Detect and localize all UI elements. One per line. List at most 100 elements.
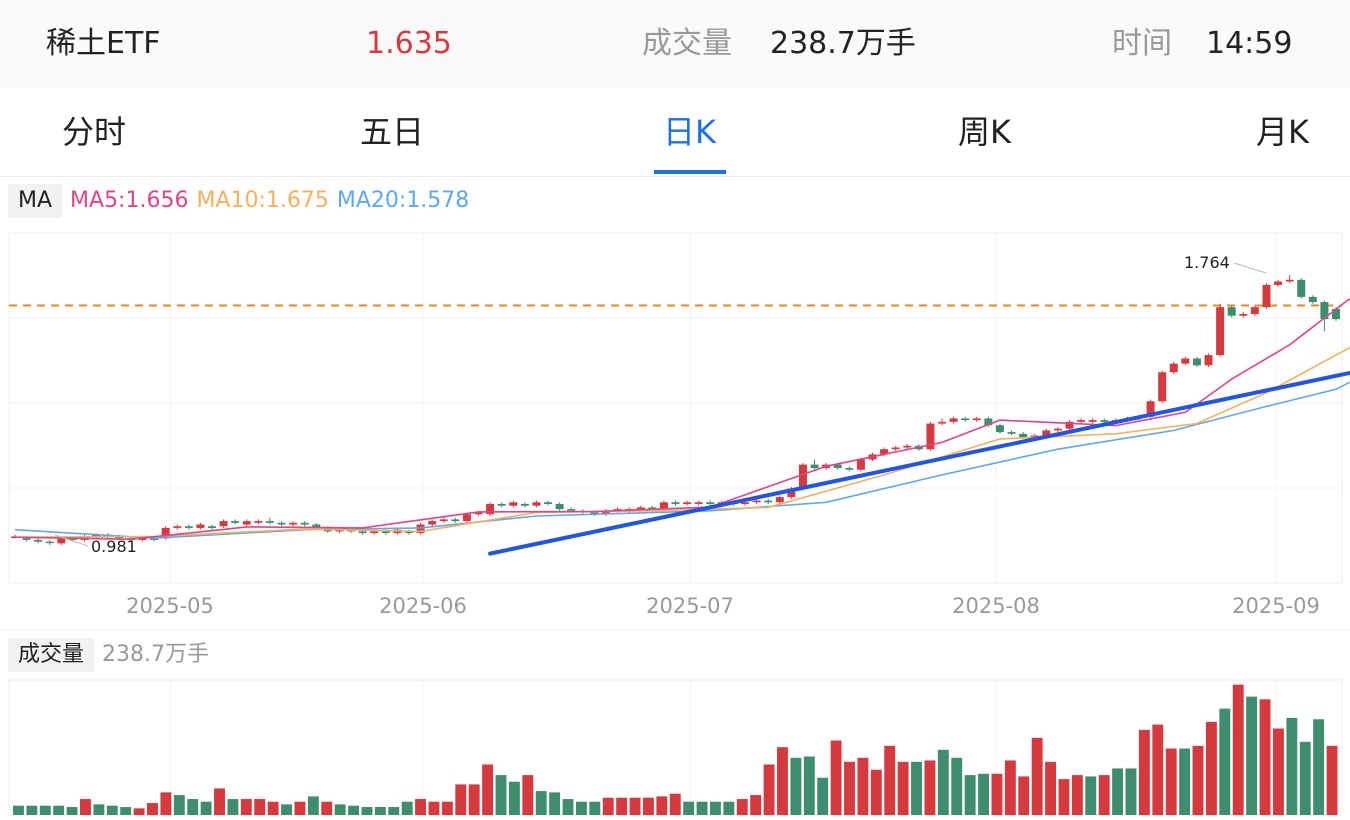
volume-bar — [200, 801, 212, 815]
candle-body — [1042, 430, 1051, 436]
candle-body — [1297, 279, 1306, 297]
volume-bar — [13, 805, 24, 815]
candle-body — [474, 512, 483, 515]
volume-bar — [321, 801, 333, 815]
candle-body — [949, 418, 958, 422]
ma-legend: MA MA5:1.656 MA10:1.675 MA20:1.578 — [8, 184, 469, 218]
volume-bar — [147, 803, 158, 815]
volume-bar — [1125, 768, 1137, 815]
volume-bar — [964, 775, 976, 815]
tab-monthly-k[interactable]: 月K — [1256, 113, 1309, 151]
volume-bar — [133, 808, 145, 815]
volume-bar — [1192, 745, 1204, 815]
volume-chip[interactable]: 成交量 — [8, 638, 95, 672]
candle-body — [856, 459, 865, 470]
volume-bar — [1246, 696, 1258, 815]
candle-body — [184, 526, 193, 528]
volume-bar — [951, 757, 963, 815]
volume-bar — [884, 745, 896, 815]
volume-bar — [522, 775, 534, 815]
candle-body — [567, 509, 576, 511]
volume-bar — [1286, 717, 1298, 815]
volume-bar — [911, 761, 922, 815]
volume-bar — [106, 805, 118, 815]
candle-body — [439, 519, 448, 522]
ma-chip[interactable]: MA — [8, 184, 63, 218]
candle-body — [1158, 372, 1167, 402]
tab-weekly-k[interactable]: 周K — [958, 113, 1011, 151]
tab-intraday[interactable]: 分时 — [62, 113, 127, 151]
volume-bar — [857, 757, 869, 815]
volume-bar — [53, 805, 65, 815]
candle-body — [694, 502, 703, 504]
time-value: 14:59 — [1206, 26, 1293, 61]
volume-bar — [1219, 708, 1231, 815]
volume-bar — [187, 799, 199, 815]
candle-body — [404, 531, 413, 534]
volume-bar — [870, 769, 882, 815]
volume-bar — [602, 797, 614, 815]
volume-bar — [173, 795, 185, 815]
volume-bar — [240, 799, 252, 815]
candle-body — [775, 497, 784, 503]
candle-body — [636, 507, 645, 510]
candle-body — [706, 502, 715, 504]
volume-bar — [1272, 728, 1284, 815]
candle-body — [1088, 420, 1097, 422]
candle-body — [741, 502, 750, 504]
volume-bar — [374, 807, 386, 815]
x-axis-label: 2025-06 — [379, 594, 467, 618]
candle-body — [1227, 307, 1236, 316]
volume-bar — [39, 805, 51, 815]
candle-body — [1007, 432, 1016, 434]
candle-body — [289, 522, 298, 525]
volume-bar — [482, 764, 494, 815]
candle-body — [1216, 307, 1225, 356]
candle-body — [509, 502, 518, 506]
candle-body — [1181, 358, 1190, 364]
volume-value: 238.7万手 — [770, 26, 916, 61]
volume-bar — [66, 807, 78, 815]
volume-legend: 成交量 238.7万手 — [8, 638, 209, 672]
candle-body — [1274, 281, 1283, 285]
candle-body — [161, 527, 170, 539]
tab-five-day[interactable]: 五日 — [360, 113, 425, 151]
candle-body — [34, 539, 43, 542]
volume-bar — [1259, 699, 1271, 815]
candle-body — [1192, 358, 1201, 366]
price-plot-frame — [8, 232, 1343, 584]
volume-bar — [1031, 737, 1043, 815]
candle-body — [659, 502, 668, 510]
volume-bar — [803, 756, 815, 815]
volume-bar — [1299, 741, 1311, 815]
volume-bar — [696, 801, 708, 815]
candle-body — [219, 521, 228, 527]
tab-daily-k[interactable]: 日K — [663, 113, 716, 151]
min-price-leader — [54, 534, 89, 547]
x-axis-label: 2025-08 — [952, 594, 1040, 618]
volume-bar — [1098, 775, 1110, 815]
volume-bar — [562, 799, 574, 815]
volume-bar — [455, 784, 467, 815]
volume-bar — [26, 805, 38, 815]
volume-bar — [160, 792, 172, 815]
max-price-leader — [1233, 262, 1267, 274]
volume-bar — [790, 757, 802, 815]
candle-body — [833, 464, 842, 469]
volume-bar — [830, 740, 842, 815]
candle-body — [938, 421, 947, 424]
security-name: 稀土ETF — [46, 26, 161, 61]
candle-body — [312, 524, 321, 528]
volume-bar — [629, 797, 641, 815]
candle-body — [462, 514, 471, 522]
candle-body — [231, 521, 240, 523]
volume-bar — [669, 793, 681, 815]
x-axis-label: 2025-07 — [646, 594, 734, 618]
volume-bar — [991, 773, 1003, 815]
candle-body — [903, 445, 912, 448]
ma20-readout: MA20:1.578 — [336, 188, 470, 213]
volume-bar — [1058, 779, 1070, 815]
volume-bar — [736, 799, 748, 815]
candle-body — [207, 526, 216, 528]
